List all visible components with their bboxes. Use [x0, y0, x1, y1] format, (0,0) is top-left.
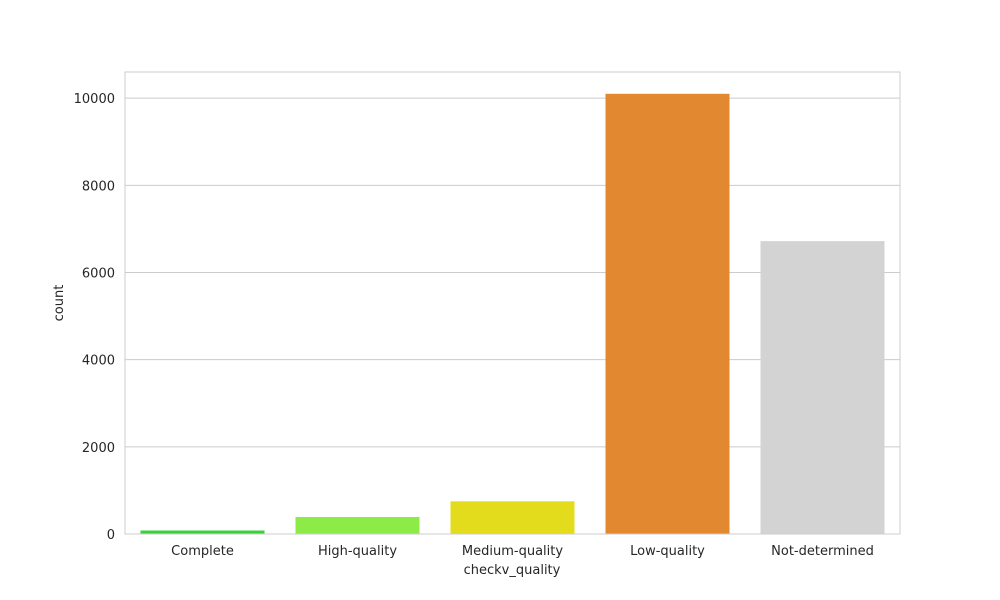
y-tick-label: 8000 [82, 179, 115, 194]
bar-medium-quality [450, 501, 575, 534]
x-tick-labels: Complete High-quality Medium-quality Low-qu… [171, 544, 874, 559]
y-axis-label: count [52, 285, 67, 322]
y-tick-label: 0 [107, 528, 115, 543]
x-axis-label: checkv_quality [464, 563, 561, 578]
y-tick-label: 10000 [74, 92, 115, 107]
plot-frame [124, 71, 901, 535]
bars [140, 93, 885, 534]
y-tick-label: 2000 [82, 441, 115, 456]
y-tick-label: 6000 [82, 266, 115, 281]
x-tick-label: Complete [171, 544, 234, 559]
x-tick-label: Low-quality [630, 544, 705, 559]
x-tick-label: High-quality [318, 544, 397, 559]
bar-low-quality [605, 93, 730, 534]
x-tick-label: Medium-quality [462, 544, 563, 559]
bar-not-determined [760, 241, 885, 534]
bar-high-quality [295, 517, 420, 534]
y-tick-label: 4000 [82, 354, 115, 369]
bar-complete [140, 530, 265, 534]
x-tick-label: Not-determined [771, 544, 874, 559]
y-tick-labels: 0 2000 4000 6000 8000 10000 [74, 92, 115, 543]
